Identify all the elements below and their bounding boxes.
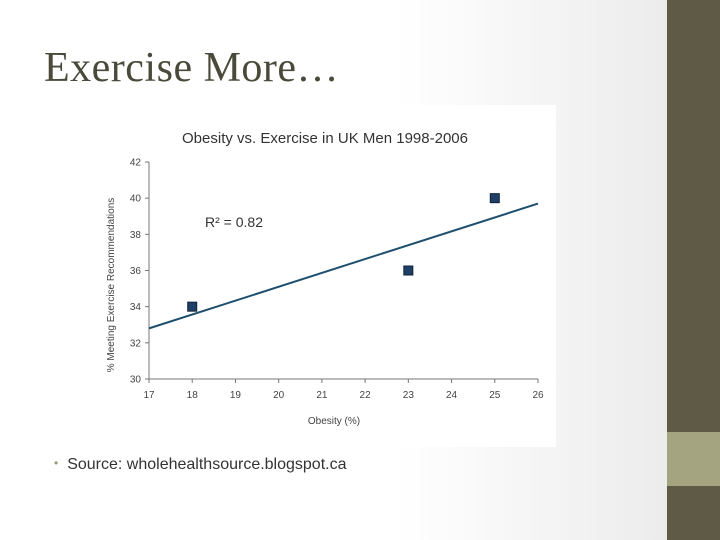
x-tick-label: 26: [532, 390, 544, 401]
source-bullet: • Source: wholehealthsource.blogspot.ca: [54, 456, 347, 474]
x-tick-label: 21: [316, 390, 328, 401]
chart-points: [187, 193, 500, 312]
x-tick-label: 25: [489, 390, 501, 401]
r-squared-annotation: R² = 0.82: [205, 214, 263, 230]
data-point: [403, 265, 414, 276]
x-tick-label: 18: [187, 390, 199, 401]
y-axis-label: % Meeting Exercise Recommendations: [106, 198, 117, 373]
x-tick-label: 22: [360, 390, 372, 401]
chart-axes: [148, 162, 538, 380]
scatter-chart: Obesity vs. Exercise in UK Men 1998-2006…: [106, 130, 544, 427]
chart-ticks: 17 18 19 20 21 22 23 24 25 26 30 32 34 36 38 40 42: [130, 158, 544, 402]
source-text: Source: wholehealthsource.blogspot.ca: [67, 456, 347, 473]
x-tick-label: 24: [446, 390, 458, 401]
data-point: [187, 301, 198, 312]
y-tick-label: 32: [130, 338, 142, 349]
y-tick-label: 42: [130, 158, 142, 169]
chart-image: Obesity vs. Exercise in UK Men 1998-2006…: [105, 105, 556, 447]
trend-line: [148, 202, 539, 330]
x-tick-label: 19: [230, 390, 242, 401]
y-tick-label: 34: [130, 302, 142, 313]
data-point: [489, 193, 500, 204]
chart-title: Obesity vs. Exercise in UK Men 1998-2006: [182, 130, 468, 147]
bullet-icon: •: [54, 456, 59, 470]
x-axis-label: Obesity (%): [308, 416, 360, 427]
x-tick-label: 20: [273, 390, 285, 401]
y-tick-label: 30: [130, 375, 142, 386]
sidebar-accent-band: [667, 432, 720, 486]
y-tick-label: 40: [130, 194, 142, 205]
y-tick-label: 38: [130, 230, 142, 241]
slide-title: Exercise More…: [44, 45, 340, 91]
x-tick-label: 17: [143, 390, 155, 401]
y-tick-label: 36: [130, 266, 142, 277]
x-tick-label: 23: [403, 390, 415, 401]
